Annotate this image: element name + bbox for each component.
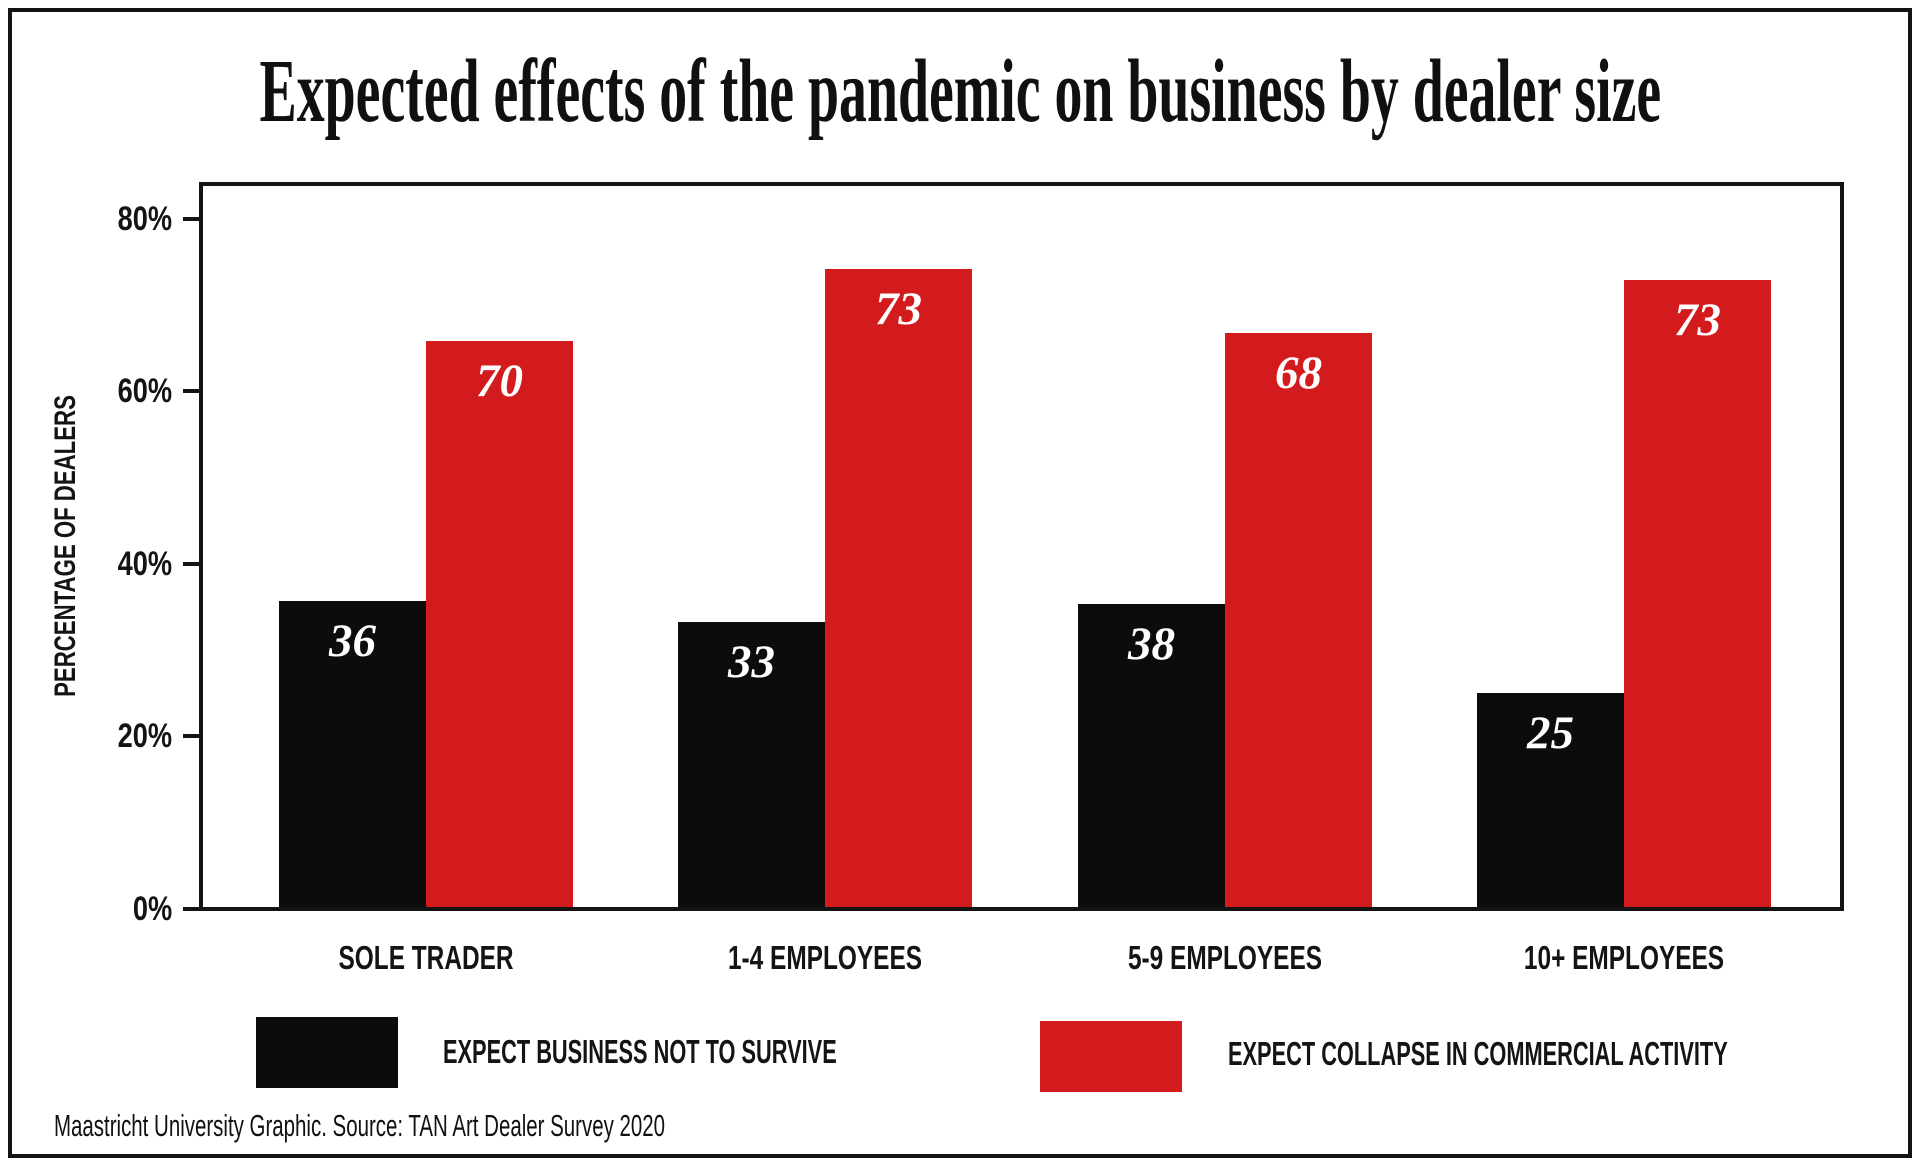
legend-swatch-black [256, 1017, 398, 1088]
category-label-3: 5-9 EMPLOYEES [1127, 939, 1323, 976]
tick-mark [183, 389, 200, 393]
tick-mark [183, 217, 200, 221]
chart-title: Expected effects of the pandemic on busi… [259, 42, 1661, 141]
tick-mark [183, 907, 200, 911]
tick-mark [183, 734, 200, 738]
bar-red-1: 70 [426, 341, 573, 907]
bar-value-label: 73 [875, 283, 922, 335]
legend-label-black: EXPECT BUSINESS NOT TO SURVIVE [443, 1033, 837, 1070]
bar-value-label: 68 [1275, 347, 1322, 399]
tick-label-0%: 0% [132, 890, 172, 928]
bar-black-3: 38 [1078, 604, 1225, 907]
tick-mark [183, 562, 200, 566]
plot-area: 36 70 33 73 38 68 25 73 [199, 182, 1844, 911]
bar-red-2: 73 [825, 269, 972, 907]
bar-value-label: 70 [476, 355, 523, 407]
title-row: Expected effects of the pandemic on busi… [0, 46, 1920, 138]
category-label-4: 10+ EMPLOYEES [1523, 939, 1725, 976]
tick-label-80%: 80% [117, 200, 172, 238]
bar-red-3: 68 [1225, 333, 1372, 907]
category-label-2: 1-4 EMPLOYEES [727, 939, 923, 976]
bar-value-label: 25 [1527, 707, 1574, 759]
legend-swatch-red [1040, 1021, 1182, 1092]
bar-black-1: 36 [279, 601, 426, 907]
bar-value-label: 36 [329, 615, 376, 667]
bar-red-4: 73 [1624, 280, 1771, 907]
tick-label-60%: 60% [117, 372, 172, 410]
source-note: Maastricht University Graphic. Source: T… [54, 1108, 666, 1143]
bar-value-label: 33 [728, 636, 775, 688]
category-label-1: SOLE TRADER [338, 939, 514, 976]
bar-value-label: 73 [1674, 294, 1721, 346]
bar-black-4: 25 [1477, 693, 1624, 907]
tick-label-40%: 40% [117, 545, 172, 583]
bar-value-label: 38 [1128, 618, 1175, 670]
legend-label-red: EXPECT COLLAPSE IN COMMERCIAL ACTIVITY [1228, 1035, 1728, 1072]
bar-black-2: 33 [678, 622, 825, 907]
tick-label-20%: 20% [117, 717, 172, 755]
